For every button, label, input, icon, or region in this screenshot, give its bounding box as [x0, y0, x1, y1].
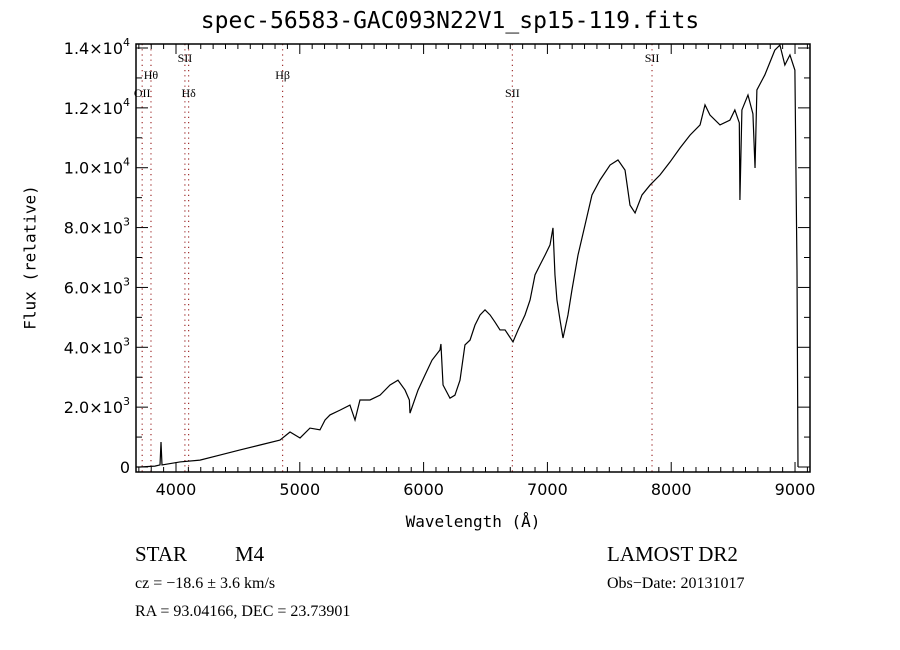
line-label: Hθ — [144, 68, 159, 82]
x-tick-label: 6000 — [403, 480, 444, 499]
x-tick-label: 8000 — [651, 480, 692, 499]
object-subclass: M4 — [235, 542, 265, 566]
y-tick-label: 6.0×103 — [64, 275, 130, 297]
survey-name: LAMOST DR2 — [607, 542, 738, 566]
y-tick-label: 1.0×104 — [64, 156, 130, 178]
obs-date: Obs−Date: 20131017 — [607, 575, 745, 592]
redshift-cz: cz = −18.6 ± 3.6 km/s — [135, 575, 276, 592]
y-tick-label: 8.0×103 — [64, 216, 130, 238]
y-tick-label: 2.0×103 — [64, 395, 130, 417]
x-tick-label: 9000 — [775, 480, 816, 499]
y-axis-label: Flux (relative) — [20, 185, 40, 330]
object-class: STAR — [135, 542, 187, 566]
y-tick-label: 0 — [120, 458, 130, 477]
line-label: SII — [645, 51, 660, 65]
x-axis-label: Wavelength (Å) — [405, 512, 541, 531]
line-label: Hδ — [181, 86, 196, 100]
y-tick-label: 1.4×104 — [64, 36, 130, 58]
y-tick-label: 1.2×104 — [64, 96, 130, 118]
line-label: SII — [505, 86, 520, 100]
y-tick-label: 4.0×103 — [64, 335, 130, 357]
line-label: SII — [178, 51, 193, 65]
x-tick-label: 7000 — [527, 480, 568, 499]
x-tick-label: 5000 — [279, 480, 320, 499]
spectrum-line — [136, 43, 799, 468]
x-tick-label: 4000 — [156, 480, 197, 499]
chart-title: spec-56583-GAC093N22V1_sp15-119.fits — [200, 8, 700, 34]
line-label: Hβ — [275, 68, 290, 82]
plot-frame — [135, 43, 811, 473]
coordinates: RA = 93.04166, DEC = 23.73901 — [135, 603, 351, 620]
line-label: OII — [134, 86, 151, 100]
